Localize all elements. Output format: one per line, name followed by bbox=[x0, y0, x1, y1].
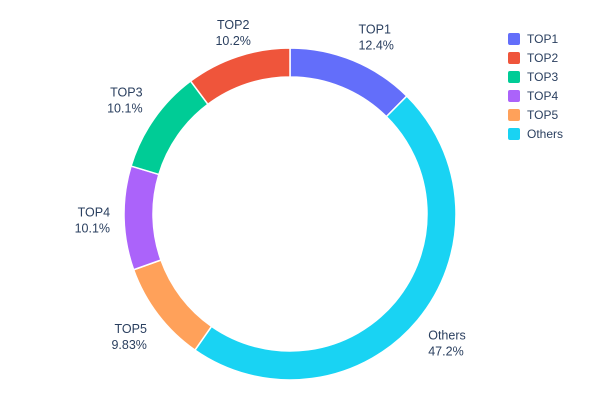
pie-slice-TOP1[interactable] bbox=[289, 47, 408, 118]
slice-label-TOP5: TOP5 9.83% bbox=[111, 322, 147, 352]
legend-label-TOP1: TOP1 bbox=[527, 32, 559, 46]
legend-label-TOP3: TOP3 bbox=[527, 70, 559, 84]
legend-item-Others[interactable]: Others bbox=[508, 127, 563, 141]
legend-item-TOP3[interactable]: TOP3 bbox=[508, 70, 563, 84]
legend-swatch-TOP2 bbox=[508, 52, 520, 64]
pie-slice-TOP5[interactable] bbox=[132, 259, 213, 352]
legend-item-TOP1[interactable]: TOP1 bbox=[508, 32, 563, 46]
slice-label-TOP1: TOP1 12.4% bbox=[358, 23, 393, 53]
slice-label-TOP2: TOP2 10.2% bbox=[215, 18, 250, 48]
legend-label-TOP5: TOP5 bbox=[527, 108, 559, 122]
legend-item-TOP4[interactable]: TOP4 bbox=[508, 89, 563, 103]
legend-label-TOP2: TOP2 bbox=[527, 51, 559, 65]
slice-label-TOP3: TOP3 10.1% bbox=[107, 86, 143, 116]
legend-label-Others: Others bbox=[527, 127, 564, 141]
legend-item-TOP5[interactable]: TOP5 bbox=[508, 108, 563, 122]
legend-item-TOP2[interactable]: TOP2 bbox=[508, 51, 563, 65]
chart-legend: TOP1 TOP2 TOP3 TOP4 TOP5 Others bbox=[508, 32, 563, 141]
legend-label-TOP4: TOP4 bbox=[527, 89, 559, 103]
legend-swatch-Others bbox=[508, 128, 520, 140]
pie-slice-Others[interactable] bbox=[193, 94, 457, 381]
slice-label-TOP4: TOP4 10.1% bbox=[75, 205, 111, 235]
pie-slice-TOP4[interactable] bbox=[123, 165, 162, 271]
legend-swatch-TOP5 bbox=[508, 109, 520, 121]
pie-slice-TOP3[interactable] bbox=[130, 79, 210, 176]
legend-swatch-TOP1 bbox=[508, 33, 520, 45]
legend-swatch-TOP4 bbox=[508, 90, 520, 102]
legend-swatch-TOP3 bbox=[508, 71, 520, 83]
slice-label-Others: Others 47.2% bbox=[428, 328, 466, 358]
pie-slice-TOP2[interactable] bbox=[189, 47, 291, 106]
